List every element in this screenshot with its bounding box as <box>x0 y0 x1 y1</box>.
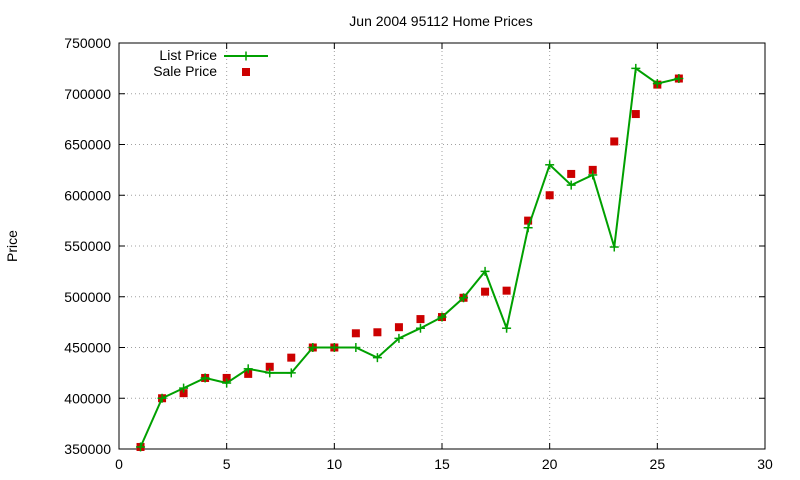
y-tick-label: 500000 <box>64 289 111 305</box>
chart-title: Jun 2004 95112 Home Prices <box>349 13 532 29</box>
sale-price-point <box>351 329 360 338</box>
series-layer <box>136 63 684 452</box>
list-price-point <box>480 266 490 276</box>
sale-price-point <box>179 389 188 398</box>
gridlines <box>119 43 765 449</box>
sale-price-point <box>265 362 274 371</box>
axis-ticks: 0 5 10 15 20 25 30 350000 400000 450000 500000 5500… <box>64 35 773 472</box>
sale-price-point <box>244 369 253 378</box>
list-price-point <box>652 79 662 89</box>
sale-price-point <box>287 353 296 362</box>
y-tick-label: 700000 <box>64 86 111 102</box>
list-price-point <box>308 343 318 352</box>
list-price-point <box>674 74 684 84</box>
list-price-point <box>329 343 339 352</box>
list-price-point <box>566 180 576 190</box>
x-tick-label: 10 <box>327 456 343 472</box>
sale-price-point <box>481 287 490 296</box>
list-price-point <box>523 223 533 233</box>
list-price-point <box>136 442 146 452</box>
list-price-point <box>459 293 469 303</box>
list-price-point <box>631 63 641 73</box>
y-tick-label: 450000 <box>64 340 111 356</box>
list-price-point <box>286 368 296 378</box>
list-price-point <box>545 160 555 170</box>
y-tick-label: 650000 <box>64 137 111 153</box>
list-price-point <box>200 373 210 383</box>
x-tick-label: 0 <box>115 456 123 472</box>
list-price-point <box>394 333 404 343</box>
series-sale-price <box>136 74 683 451</box>
list-price-point <box>502 323 512 333</box>
y-tick-label: 750000 <box>64 35 111 51</box>
list-price-point <box>179 383 189 393</box>
list-price-point <box>437 312 447 322</box>
x-tick-label: 30 <box>757 456 773 472</box>
sale-price-point <box>373 328 382 337</box>
list-price-point <box>609 242 619 252</box>
series-list-price <box>136 63 684 452</box>
sale-price-point <box>394 323 403 332</box>
x-tick-label: 20 <box>542 456 558 472</box>
list-price-point <box>243 364 253 374</box>
list-price-point <box>265 368 275 378</box>
legend-marker-sale-price <box>242 68 250 76</box>
list-price-point <box>415 323 425 333</box>
list-price-point <box>157 393 167 403</box>
sale-price-point <box>524 216 533 225</box>
x-tick-label: 5 <box>223 456 231 472</box>
legend-label-sale-price: Sale Price <box>153 63 217 79</box>
sale-price-point <box>222 373 231 382</box>
y-tick-label: 550000 <box>64 238 111 254</box>
y-tick-label: 350000 <box>64 441 111 457</box>
x-tick-label: 25 <box>650 456 666 472</box>
list-price-point <box>588 170 598 180</box>
list-price-point <box>222 378 232 388</box>
sale-price-point <box>631 110 640 119</box>
sale-price-point <box>416 315 425 324</box>
sale-price-point <box>502 286 511 295</box>
y-axis-label: Price <box>4 230 20 262</box>
x-tick-label: 15 <box>434 456 450 472</box>
y-tick-label: 400000 <box>64 390 111 406</box>
sale-price-point <box>610 137 619 146</box>
list-price-line <box>139 66 680 448</box>
sale-price-point <box>567 169 576 178</box>
legend-label-list-price: List Price <box>159 47 217 63</box>
list-price-point <box>372 353 382 363</box>
legend-marker-list-price <box>241 51 251 61</box>
sale-price-point <box>545 191 554 200</box>
y-tick-label: 600000 <box>64 187 111 203</box>
list-price-point <box>351 343 361 352</box>
sale-price-point <box>588 165 597 174</box>
